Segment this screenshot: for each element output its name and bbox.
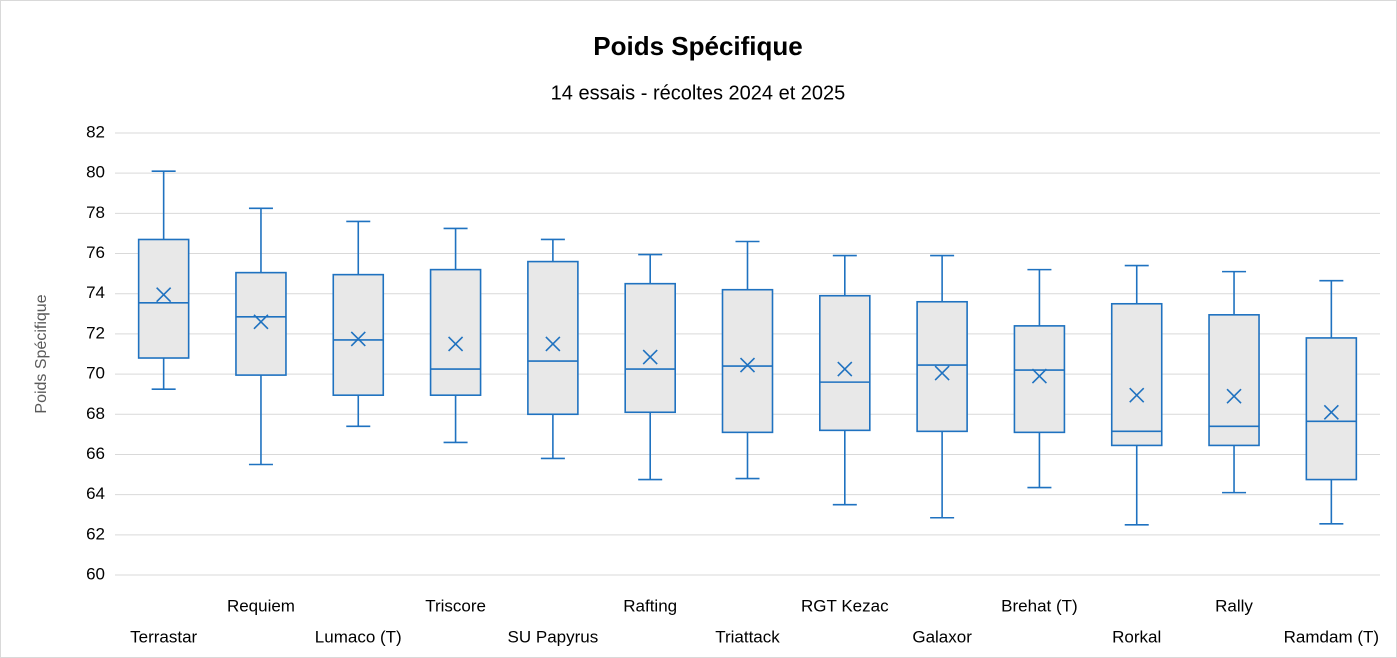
box: [429, 268, 482, 396]
box: [624, 282, 676, 414]
mean-marker: [739, 357, 756, 373]
y-tick-label: 72: [86, 323, 105, 342]
x-tick-label: Rafting: [623, 596, 677, 615]
x-tick-label: Triattack: [715, 627, 780, 646]
x-tick-label: SU Papyrus: [508, 627, 599, 646]
x-tick-label: Brehat (T): [1001, 596, 1078, 615]
mean-marker: [1323, 404, 1339, 420]
box: [819, 294, 871, 432]
mean-marker: [545, 336, 561, 352]
box: [916, 300, 968, 433]
box: [1208, 314, 1260, 447]
y-tick-label: 82: [86, 122, 105, 141]
x-tick-label: Ramdam (T): [1284, 627, 1379, 646]
mean-marker: [350, 331, 366, 347]
mean-marker: [1129, 387, 1145, 403]
box: [235, 271, 287, 376]
x-tick-label: Rally: [1215, 596, 1253, 615]
box: [1110, 302, 1163, 447]
box: [332, 273, 385, 396]
mean-marker: [156, 287, 172, 303]
mean-marker: [1226, 388, 1242, 404]
chart-subtitle: 14 essais - récoltes 2024 et 2025: [551, 82, 846, 104]
y-tick-label: 62: [86, 524, 105, 543]
box: [1305, 337, 1358, 481]
box: [527, 260, 579, 416]
y-tick-label: 78: [86, 203, 105, 222]
box: [721, 288, 774, 434]
mean-marker: [448, 336, 464, 352]
x-tick-label: Lumaco (T): [315, 627, 402, 646]
x-tick-label: Terrastar: [130, 627, 197, 646]
y-tick-label: 64: [86, 484, 105, 503]
y-tick-label: 70: [86, 364, 105, 383]
x-tick-label: Rorkal: [1112, 627, 1161, 646]
y-tick-label: 68: [86, 404, 105, 423]
x-tick-label: Triscore: [425, 596, 486, 615]
y-tick-label: 80: [86, 163, 105, 182]
chart-title: Poids Spécifique: [593, 31, 803, 61]
y-tick-label: 74: [86, 283, 105, 302]
x-tick-label: Galaxor: [912, 627, 972, 646]
mean-marker: [253, 314, 269, 330]
x-tick-label: Requiem: [227, 596, 295, 615]
mean-marker: [1031, 368, 1047, 384]
mean-marker: [934, 365, 950, 381]
mean-marker: [837, 361, 853, 377]
y-tick-label: 60: [86, 564, 105, 583]
mean-marker: [642, 349, 658, 365]
y-axis-label: Poids Spécifique: [33, 294, 50, 413]
y-tick-label: 66: [86, 444, 105, 463]
y-tick-label: 76: [86, 243, 105, 262]
box: [137, 238, 190, 359]
box: [1013, 325, 1066, 434]
x-tick-label: RGT Kezac: [801, 596, 889, 615]
